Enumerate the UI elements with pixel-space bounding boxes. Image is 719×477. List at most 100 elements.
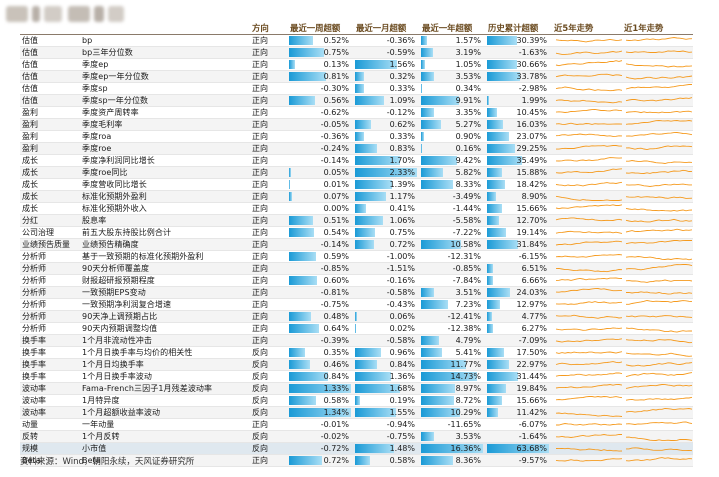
sparkline-5y-cell [552, 454, 622, 467]
sparkline-5y-line [555, 133, 622, 137]
sparkline-5y-line [555, 301, 622, 305]
month-excess-cell: 0.02% [354, 322, 420, 335]
cumulative-excess-value: 16.03% [516, 120, 547, 129]
month-excess-value: 0.33% [389, 132, 415, 141]
sparkline-5y [555, 396, 622, 401]
sparkline-1y [625, 372, 693, 378]
direction-cell: 正向 [250, 46, 288, 59]
sparkline-1y-line [625, 327, 693, 333]
category-cell: 成长 [20, 178, 80, 191]
sparkline-5y-cell [552, 394, 622, 407]
month-excess-cell: 0.33% [354, 82, 420, 95]
sparkline-5y-cell [552, 70, 622, 83]
month-excess-bar [355, 84, 364, 93]
table-row: 成长 标准化预期外收入 正向 0.00% 0.41% -1.44% 15.66% [20, 202, 693, 215]
week-excess-cell: -0.85% [288, 262, 354, 275]
sparkline-1y [625, 50, 693, 53]
sparkline-1y [625, 362, 693, 367]
table-row: 估值 季度sp一年分位数 正向 0.56% 1.09% 9.91% 1.99% [20, 94, 693, 107]
week-excess-cell: -0.62% [288, 106, 354, 119]
month-excess-value: -1.51% [386, 264, 415, 273]
month-excess-cell: -0.16% [354, 274, 420, 287]
month-excess-bar [355, 360, 378, 369]
cumulative-excess-bar [487, 384, 507, 393]
sparkline-5y [555, 254, 622, 258]
year-excess-value: 8.36% [455, 456, 481, 465]
sparkline-5y [555, 86, 622, 92]
factor-name-cell: 季度营收同比增长 [80, 178, 250, 191]
sparkline-1y-cell [622, 142, 693, 155]
sparkline-5y [555, 447, 622, 452]
direction-cell: 正向 [250, 70, 288, 83]
week-excess-value: -0.72% [320, 444, 349, 453]
sparkline-1y [625, 264, 693, 271]
factor-name-cell: 股息率 [80, 214, 250, 227]
week-excess-value: -0.39% [320, 336, 349, 345]
month-excess-cell: -0.58% [354, 334, 420, 347]
header-year-excess: 最近一年超额 [420, 22, 486, 35]
sparkline-1y-cell [622, 322, 693, 335]
year-excess-cell: 7.23% [420, 298, 486, 311]
sparkline-1y [625, 339, 693, 344]
direction-cell: 正向 [250, 454, 288, 467]
cumulative-excess-cell: -7.09% [486, 334, 552, 347]
year-excess-cell: 4.79% [420, 334, 486, 347]
cumulative-excess-cell: 31.84% [486, 238, 552, 251]
category-cell: 分析师 [20, 274, 80, 287]
month-excess-value: 1.09% [389, 96, 415, 105]
year-excess-value: 7.23% [455, 300, 481, 309]
direction-cell: 正向 [250, 94, 288, 107]
cumulative-excess-cell: 29.25% [486, 142, 552, 155]
cumulative-excess-value: 33.78% [516, 72, 547, 81]
week-excess-cell: 0.01% [288, 178, 354, 191]
year-excess-value: -7.22% [452, 228, 481, 237]
month-excess-value: -1.00% [386, 252, 415, 261]
factor-name-cell: 90天分析师覆盖度 [80, 262, 250, 275]
month-excess-cell: 1.36% [354, 370, 420, 383]
week-excess-cell: -0.72% [288, 442, 354, 455]
week-excess-bar [289, 348, 306, 357]
week-excess-value: -0.85% [320, 264, 349, 273]
week-excess-value: 1.33% [323, 384, 349, 393]
week-excess-cell: -0.14% [288, 154, 354, 167]
year-excess-value: 0.16% [455, 144, 481, 153]
week-excess-cell: 0.35% [288, 346, 354, 359]
week-excess-value: -0.14% [320, 240, 349, 249]
cumulative-excess-cell: 31.44% [486, 370, 552, 383]
week-excess-value: 1.34% [323, 408, 349, 417]
year-excess-bar [421, 348, 442, 357]
category-cell: 盈利 [20, 118, 80, 131]
year-excess-cell: 3.53% [420, 70, 486, 83]
sparkline-1y-line [625, 421, 693, 425]
year-excess-cell: 0.16% [420, 142, 486, 155]
sparkline-1y [625, 218, 693, 223]
sparkline-1y-cell [622, 418, 693, 431]
month-excess-cell: -0.59% [354, 46, 420, 59]
sparkline-5y-line [555, 361, 622, 366]
week-excess-bar [289, 36, 314, 45]
sparkline-5y-cell [552, 226, 622, 239]
cumulative-excess-value: 6.66% [521, 276, 547, 285]
year-excess-value: -12.38% [447, 324, 481, 333]
week-excess-bar [289, 72, 327, 81]
year-excess-value: 14.73% [450, 372, 481, 381]
year-excess-bar [421, 48, 434, 57]
week-excess-value: 0.13% [323, 60, 349, 69]
sparkline-1y-line [625, 339, 693, 344]
table-row: 估值 bp三年分位数 正向 0.75% -0.59% 3.19% -1.63% [20, 46, 693, 59]
month-excess-value: 0.33% [389, 84, 415, 93]
year-excess-bar [421, 444, 483, 453]
week-excess-value: 0.00% [323, 204, 349, 213]
table-row: 分析师 一致预期EPS变动 正向 -0.81% -0.58% 3.51% 24.03% [20, 286, 693, 299]
sparkline-1y [625, 207, 693, 212]
week-excess-bar [289, 180, 290, 189]
cumulative-excess-cell: 10.45% [486, 106, 552, 119]
month-excess-cell: -0.75% [354, 430, 420, 443]
week-excess-cell: 1.34% [288, 406, 354, 419]
cumulative-excess-bar [487, 96, 489, 105]
category-cell: 波动率 [20, 394, 80, 407]
sparkline-1y-cell [622, 334, 693, 347]
sparkline-1y-line [625, 207, 693, 212]
sparkline-5y-line [555, 327, 622, 331]
cumulative-excess-cell: 16.03% [486, 118, 552, 131]
